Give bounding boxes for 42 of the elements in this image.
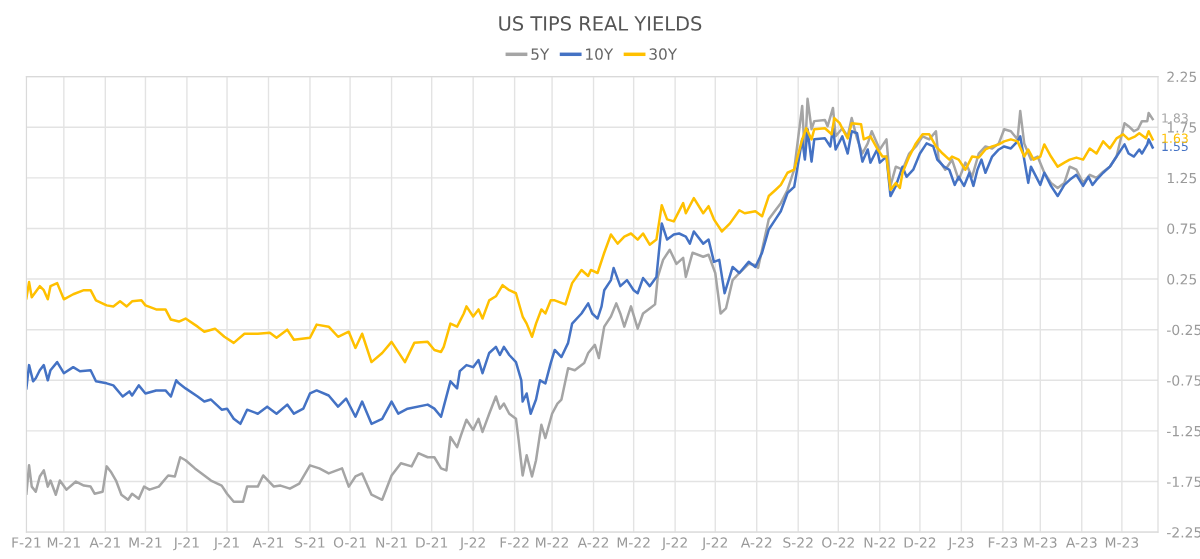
x-tick-label: M-21 [47, 537, 80, 548]
x-tick-label: J-21 [173, 537, 199, 551]
x-tick-label: O-22 [822, 537, 854, 548]
chart-title: US TIPS REAL YIELDS [499, 16, 702, 31]
x-tick-label: O-21 [333, 537, 366, 548]
x-tick-label: A-22 [740, 537, 772, 548]
x-tick-label: J-22 [701, 537, 728, 551]
y-tick-label: 2.25 [1167, 71, 1197, 83]
x-tick-label: N-21 [376, 537, 407, 548]
x-tick-label: A-22 [577, 537, 609, 548]
x-tick-label: D-22 [904, 537, 936, 548]
y-tick-label: 1.75 [1167, 122, 1197, 133]
x-tick-label: F-23 [988, 537, 1018, 548]
x-tick-label: S-22 [783, 537, 813, 548]
annotation: 1.83 [1162, 113, 1188, 123]
line-series [26, 116, 1154, 364]
y-tick-label: 1.25 [1167, 172, 1197, 184]
x-tick-label: F-21 [12, 537, 41, 548]
x-tick-label: M-23 [1105, 537, 1139, 548]
y-tick-label: 0.75 [1167, 223, 1197, 234]
x-tick-label: N-22 [864, 537, 895, 548]
x-tick-label: J-22 [459, 537, 485, 551]
x-tick-label: A-23 [1065, 537, 1097, 548]
x-tick-label: D-21 [416, 537, 448, 548]
legend-label: 30Y [649, 48, 678, 60]
x-tick-label: M-22 [617, 537, 650, 548]
x-tick-label: S-21 [295, 537, 325, 548]
x-tick-label: A-21 [89, 537, 120, 548]
x-tick-label: M-22 [536, 537, 569, 548]
legend-label: 10Y [586, 48, 614, 60]
line-series [26, 126, 1154, 426]
x-tick-label: A-21 [252, 537, 284, 548]
x-tick-label: M-21 [129, 537, 162, 548]
annotation: 1.63 [1162, 133, 1188, 143]
x-tick-label: J-22 [661, 537, 687, 551]
legend-label: 5Y [531, 48, 550, 60]
x-tick-label: F-22 [500, 537, 529, 548]
annotation: 1.55 [1162, 141, 1188, 152]
x-tick-label: M-23 [1024, 537, 1057, 548]
y-tick-label: 0.25 [1167, 274, 1197, 285]
x-tick-label: J-23 [947, 537, 974, 551]
x-tick-label: J-21 [213, 537, 239, 551]
